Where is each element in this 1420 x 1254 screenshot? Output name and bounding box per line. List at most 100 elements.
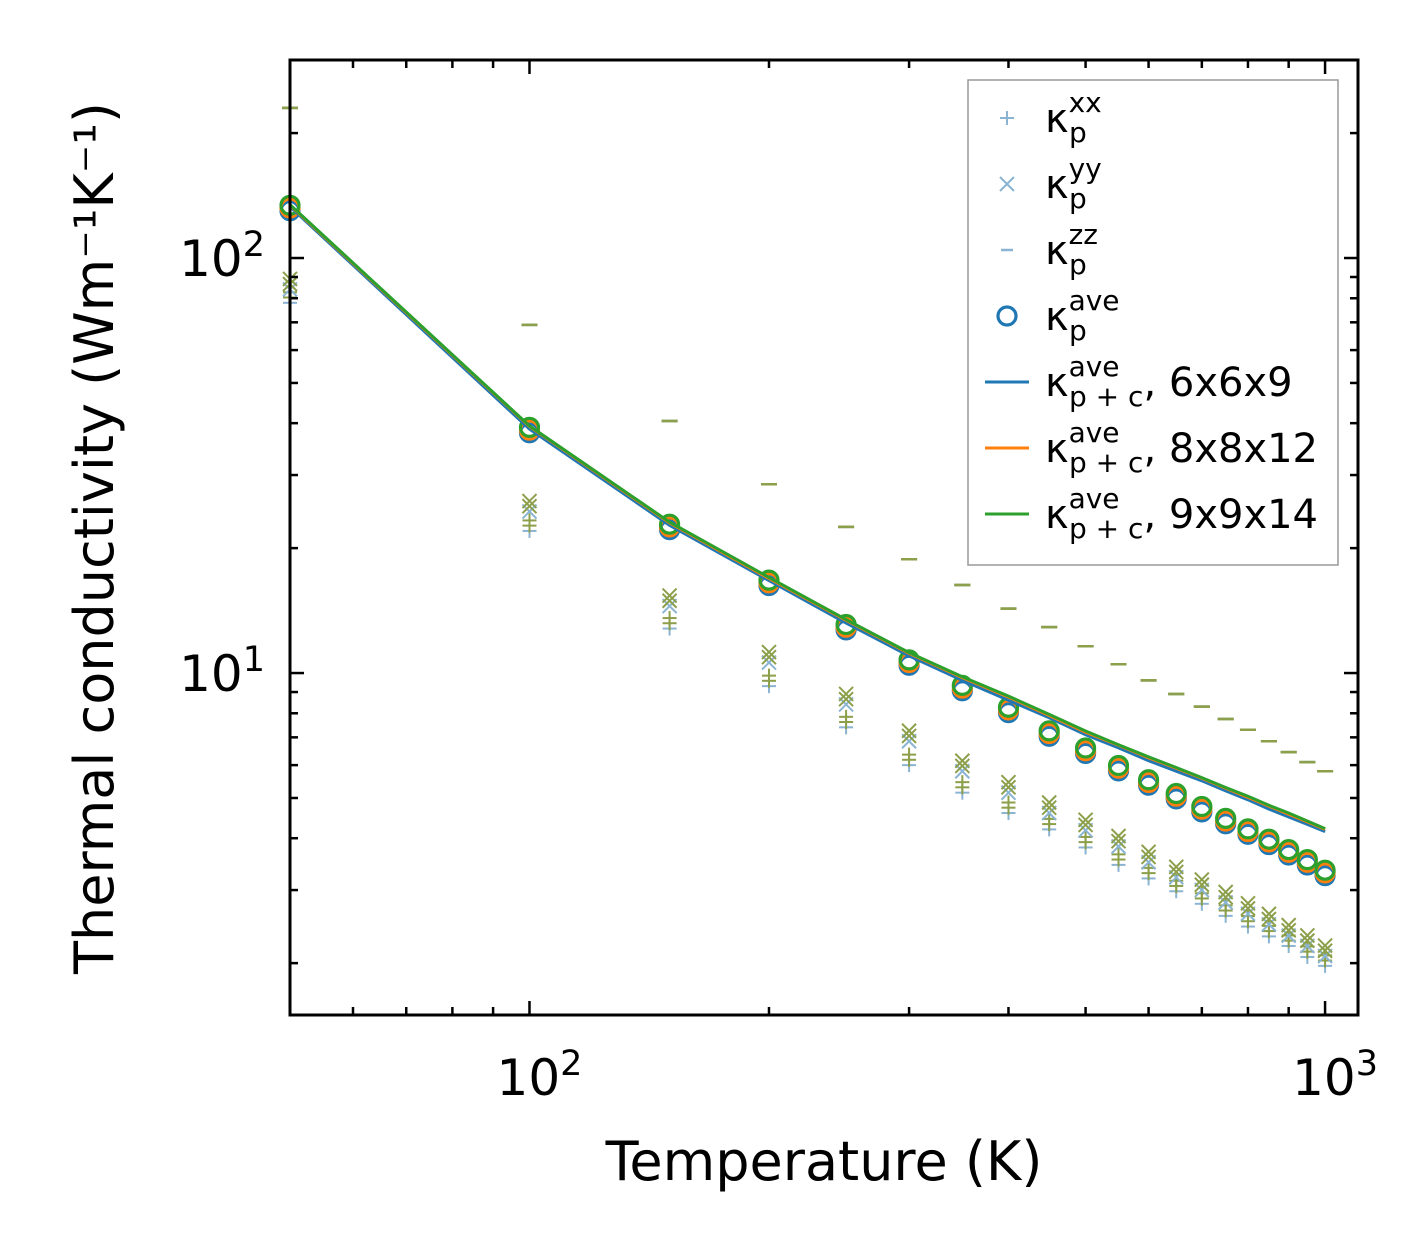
point-kappa-p-ave-600K [1137,769,1160,791]
point-kappa-p-yy-500K-b [1077,817,1094,833]
legend-subscript: p [1069,116,1087,149]
legend-symbol: κ [1045,360,1069,406]
point-kappa-p-yy-950K-b [1299,932,1316,949]
point-kappa-p-ave-650K [1165,782,1187,805]
y-axis-label: Thermal conductivity (Wm⁻¹K⁻¹) [63,102,126,975]
point-kappa-p-yy-650K-b [1168,864,1184,880]
legend-symbol: κ [1045,426,1069,472]
legend-superscript: ave [1069,416,1120,449]
point-kappa-p-yy-450K-b [1041,794,1057,811]
legend-subscript: p + c [1069,512,1143,545]
point-kappa-p-yy-800K-b [1240,895,1256,911]
point-kappa-p-ave-750K [1215,807,1237,829]
point-kappa-p-yy-600K-b [1140,844,1157,860]
y-tick-label-100-base: 10 [179,230,243,288]
point-kappa-p-yy-550K-b [1110,833,1127,849]
series-kappa-p-yy-layer-2 [282,271,1333,954]
plot-axes [288,58,1360,1017]
legend-label-1: κyy p [1045,152,1102,215]
legend-label-5: κave p + c, 8x8x12 [1045,416,1318,479]
point-kappa-p-yy-100K-b [521,493,538,509]
point-kappa-p-yy-750K-b [1217,889,1234,905]
point-kappa-p-yy-300K-b [901,728,917,744]
legend-handle-3 [996,305,1018,327]
legend-suffix: , 6x6x9 [1143,360,1292,406]
legend-symbol: κ [1045,228,1069,274]
point-kappa-p-yy-450K-b [1041,799,1057,816]
point-kappa-p-ave-800K [1237,818,1259,840]
legend-box [967,79,1339,566]
plot-frame [288,58,1360,1017]
legend-label-0: κxx p [1045,86,1102,149]
point-kappa-p-yy-700K-b [1194,877,1210,893]
point-kappa-p-yy-150K-b [661,593,678,609]
y-tick-label-100-exp: 2 [243,225,265,265]
legend-symbol: κ [1045,96,1069,142]
point-kappa-p-ave-900K [1278,838,1300,861]
x-axis-label: Temperature (K) [605,1130,1043,1193]
legend-superscript: zz [1069,218,1098,251]
y-tick-label-10-exp: 1 [243,640,265,680]
legend-label-6: κave p + c, 9x9x14 [1045,482,1318,545]
point-kappa-p-yy-400K-b [1000,779,1017,796]
point-kappa-p-yy-950K-b [1299,927,1316,944]
x-tick-label-100-base: 10 [497,1049,561,1107]
line-kappa_pc_ave_6x6x9 [288,205,1326,833]
legend-superscript: yy [1069,152,1102,185]
point-kappa-p-ave-950K [1296,848,1318,871]
y-tick-label-10-base: 10 [179,645,243,703]
legend-subscript: p + c [1069,446,1143,479]
point-kappa-p-yy-650K-b [1168,859,1184,875]
point-kappa-p-ave-100K [518,416,541,438]
legend-suffix: , 8x8x12 [1143,426,1318,472]
legend-label-2: κzz p [1045,218,1098,281]
point-kappa-p-yy-600K-b [1140,849,1157,865]
legend-suffix: , 9x9x14 [1143,492,1318,538]
point-kappa-p-yy-1000K-b [1317,943,1333,959]
point-kappa-p-ave-850K [1258,828,1280,850]
legend-subscript: p + c [1069,380,1143,413]
legend-superscript: ave [1069,284,1120,317]
legend-handle-1-b [999,176,1015,192]
point-kappa-p-ave-550K [1107,754,1130,777]
point-kappa-p-yy-400K-b [1000,774,1017,790]
point-kappa-p-yy-850K-b [1261,911,1277,927]
point-kappa-p-yy-200K-b [761,644,777,660]
x-tick-label-1000-exp: 3 [1356,1044,1378,1084]
point-kappa-p-ave-1000K [1314,859,1336,881]
point-kappa-p-ave-700K [1191,795,1213,818]
point-kappa-p-yy-350K-b [954,753,971,769]
point-kappa-p-yy-200K-b [761,649,777,665]
legend-superscript: ave [1069,350,1120,383]
point-kappa-p-ave-150K [658,513,681,535]
y-tick-label-10: 101 [179,640,265,703]
y-tick-label-100: 102 [179,225,265,288]
legend-superscript: ave [1069,482,1120,515]
line-kappa_pc_ave_9x9x14 [288,203,1326,830]
legend-label-4: κave p + c, 6x6x9 [1045,350,1293,413]
point-kappa-p-yy-850K-b [1261,906,1277,922]
point-kappa-p-yy-900K-b [1280,917,1297,933]
legend-subscript: p [1069,248,1087,281]
legend-symbol: κ [1045,294,1069,340]
point-kappa-p-yy-1000K-b [1317,937,1333,954]
legend-superscript: xx [1069,86,1102,119]
point-kappa-p-yy-550K-b [1110,828,1127,844]
point-kappa-p-yy-750K-b [1217,884,1234,900]
point-kappa-p-yy-900K-b [1280,922,1297,938]
point-kappa-p-ave-500K [1074,737,1097,759]
point-kappa-p-yy-250K-b [838,691,854,707]
point-kappa-p-yy-500K-b [1077,812,1094,828]
x-tick-label-100-exp: 2 [560,1044,582,1084]
point-kappa-p-yy-800K-b [1240,900,1256,917]
legend-label-3: κave p [1045,284,1120,347]
legend-symbol: κ [1045,162,1069,208]
x-tick-label-1000: 103 [1292,1044,1378,1107]
point-kappa-p-yy-150K-b [661,587,678,604]
legend-symbol: κ [1045,492,1069,538]
point-kappa-p-yy-250K-b [838,686,854,702]
plot-marks [279,106,1336,973]
